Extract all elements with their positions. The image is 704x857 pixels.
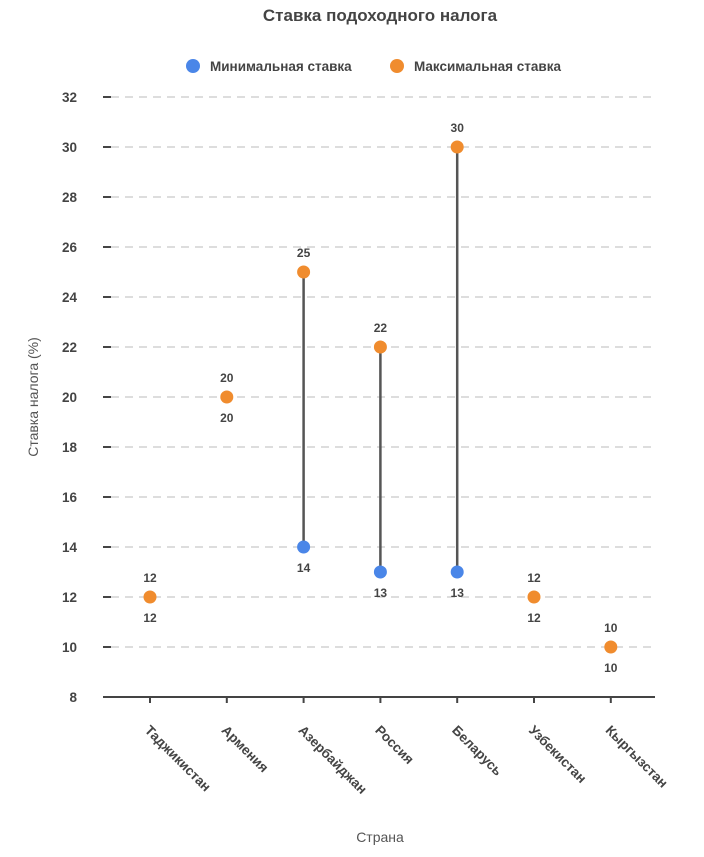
y-axis-title: Ставка налога (%) bbox=[25, 337, 41, 457]
legend: Минимальная ставка Максимальная ставка bbox=[186, 59, 561, 74]
x-tick-label: Армения bbox=[219, 723, 272, 776]
min-rate-point[interactable] bbox=[450, 565, 464, 579]
legend-marker-max bbox=[390, 59, 404, 73]
y-tick-label: 8 bbox=[69, 690, 77, 705]
y-tick-label: 14 bbox=[62, 540, 78, 555]
min-value-label: 12 bbox=[143, 611, 157, 625]
x-tick-label: Узбекистан bbox=[526, 723, 589, 786]
y-tick-label: 26 bbox=[62, 240, 78, 255]
legend-marker-min bbox=[186, 59, 200, 73]
max-rate-point[interactable] bbox=[220, 390, 234, 404]
min-value-label: 13 bbox=[451, 586, 465, 600]
legend-item-max[interactable]: Максимальная ставка bbox=[390, 59, 561, 74]
chart-title: Ставка подоходного налога bbox=[263, 6, 498, 25]
y-tick-label: 16 bbox=[62, 490, 78, 505]
x-axis: Таджикистан Армения Азербайджан Россия Белар… bbox=[103, 696, 671, 797]
max-value-label: 30 bbox=[451, 121, 465, 135]
y-tick-label: 32 bbox=[62, 90, 77, 105]
gridlines bbox=[111, 96, 655, 648]
max-rate-point[interactable] bbox=[527, 590, 541, 604]
legend-item-min[interactable]: Минимальная ставка bbox=[186, 59, 352, 74]
x-tick-label: Россия bbox=[372, 723, 417, 768]
y-axis: 32 30 28 26 24 22 20 18 16 14 12 10 8 bbox=[62, 90, 111, 705]
data-points bbox=[143, 140, 618, 654]
max-rate-point[interactable] bbox=[143, 590, 157, 604]
max-rate-point[interactable] bbox=[297, 265, 311, 279]
min-value-label: 13 bbox=[374, 586, 388, 600]
min-value-label: 10 bbox=[604, 661, 618, 675]
y-tick-label: 20 bbox=[62, 390, 77, 405]
y-tick-label: 18 bbox=[62, 440, 78, 455]
max-value-label: 10 bbox=[604, 621, 618, 635]
legend-label-max: Максимальная ставка bbox=[414, 59, 561, 74]
min-value-label: 12 bbox=[527, 611, 541, 625]
x-tick-label: Таджикистан bbox=[142, 723, 214, 795]
max-value-label: 12 bbox=[527, 571, 541, 585]
max-value-label: 25 bbox=[297, 246, 311, 260]
max-rate-point[interactable] bbox=[450, 140, 464, 154]
min-rate-point[interactable] bbox=[297, 540, 311, 554]
stems bbox=[302, 147, 459, 572]
x-tick-label: Азербайджан bbox=[295, 723, 369, 797]
y-tick-label: 30 bbox=[62, 140, 77, 155]
max-value-label: 12 bbox=[143, 571, 157, 585]
min-rate-point[interactable] bbox=[373, 565, 387, 579]
min-value-label: 14 bbox=[297, 561, 311, 575]
x-tick-label: Беларусь bbox=[449, 723, 505, 779]
y-tick-label: 22 bbox=[62, 340, 77, 355]
y-tick-label: 10 bbox=[62, 640, 77, 655]
max-value-label: 20 bbox=[220, 371, 234, 385]
max-rate-point[interactable] bbox=[604, 640, 618, 654]
legend-label-min: Минимальная ставка bbox=[210, 59, 352, 74]
max-rate-point[interactable] bbox=[373, 340, 387, 354]
max-value-label: 22 bbox=[374, 321, 388, 335]
y-tick-label: 28 bbox=[62, 190, 78, 205]
min-value-label: 20 bbox=[220, 411, 234, 425]
data-labels: 12 12 20 20 25 14 22 13 30 13 12 12 10 10 bbox=[143, 121, 617, 675]
y-tick-label: 12 bbox=[62, 590, 77, 605]
y-tick-label: 24 bbox=[62, 290, 78, 305]
x-axis-title: Страна bbox=[356, 829, 404, 845]
x-tick-label: Кыргызстан bbox=[603, 723, 671, 791]
